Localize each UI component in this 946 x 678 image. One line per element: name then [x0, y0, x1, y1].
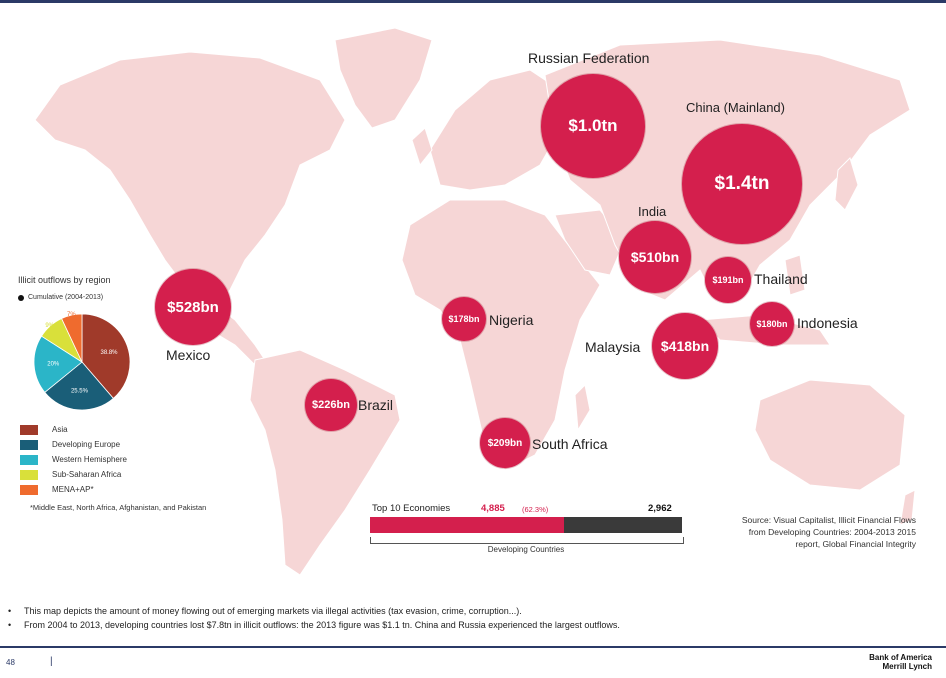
label-brazil: Brazil — [358, 397, 394, 413]
bubble-malaysia: $418bn — [652, 313, 718, 379]
brand-line2: Merrill Lynch — [882, 662, 933, 671]
pie-title: Illicit outflows by region — [18, 275, 111, 285]
pie-subtitle: Cumulative (2004-2013) — [18, 294, 103, 301]
label-malaysia: Malaysia — [585, 339, 641, 355]
land-uk — [411, 127, 433, 167]
bubble-brazil: $226bn — [305, 379, 357, 431]
bullet-text: From 2004 to 2013, developing countries … — [24, 620, 620, 630]
legend-swatch — [20, 439, 38, 450]
land-japan — [834, 157, 859, 211]
bracket — [370, 537, 684, 544]
pie-slice-label: 7% — [67, 312, 76, 318]
page-number: 48 — [6, 658, 15, 667]
label-thailand: Thailand — [754, 271, 808, 287]
label-indonesia: Indonesia — [797, 315, 858, 331]
pie-slice-label: 9% — [45, 323, 54, 329]
label-india: India — [638, 204, 667, 219]
top10-pct: (62.3%) — [522, 505, 549, 514]
legend-swatch — [20, 454, 38, 465]
label-nigeria: Nigeria — [489, 312, 534, 328]
legend-label: Asia — [52, 425, 68, 434]
land-north-america — [34, 51, 346, 306]
legend-item-sub-saharan-africa: Sub-Saharan Africa — [20, 467, 127, 482]
pie-slice-label: 38.8% — [100, 350, 118, 356]
land-new-zealand — [899, 489, 916, 526]
legend-item-mena: MENA+AP* — [20, 482, 127, 497]
bullet-item: • From 2004 to 2013, developing countries… — [8, 618, 620, 632]
bullet-item: • This map depicts the amount of money fl… — [8, 604, 620, 618]
developing-countries-label: Developing Countries — [487, 545, 565, 554]
bullet-list: • This map depicts the amount of money fl… — [8, 604, 620, 632]
rest-value: 2,962 — [648, 503, 672, 514]
pie-slice-western-hemisphere — [33, 335, 83, 393]
economies-bar-rest — [564, 517, 682, 533]
bubble-russia: $1.0tn — [541, 74, 645, 178]
pie-slice-label: 25.5% — [71, 389, 89, 395]
legend-item-western-hemisphere: Western Hemisphere — [20, 452, 127, 467]
pie-footnote: *Middle East, North Africa, Afghanistan,… — [30, 503, 207, 512]
bubble-south-africa: $209bn — [480, 418, 530, 468]
bubble-thailand: $191bn — [705, 257, 751, 303]
pie-slice-asia — [81, 313, 131, 399]
bubble-indonesia: $180bn — [750, 302, 794, 346]
pie-slice-mena-ap- — [61, 313, 83, 363]
top10-value: 4,885 — [481, 503, 505, 514]
label-china: China (Mainland) — [686, 100, 785, 115]
land-madagascar — [574, 383, 591, 432]
label-russia: Russian Federation — [528, 50, 650, 66]
bullet-icon: • — [8, 606, 12, 616]
legend-label: Western Hemisphere — [52, 455, 127, 464]
land-africa — [401, 199, 601, 471]
top10-label: Top 10 Economies — [372, 503, 451, 514]
bullet-text: This map depicts the amount of money flo… — [24, 606, 522, 616]
legend-swatch — [20, 484, 38, 495]
pie-slice-developing-europe — [44, 361, 114, 411]
label-mexico: Mexico — [166, 347, 211, 363]
pie-slice-label: 20% — [47, 362, 60, 368]
legend-label: Sub-Saharan Africa — [52, 470, 122, 479]
pie-subtitle-text: Cumulative (2004-2013) — [28, 294, 104, 301]
bubble-mexico: $528bn — [155, 269, 231, 345]
pie-legend: Asia Developing Europe Western Hemispher… — [20, 422, 127, 497]
source-note: Source: Visual Capitalist, Illicit Finan… — [741, 515, 916, 549]
land-south-america — [249, 349, 401, 576]
land-philippines — [784, 254, 806, 296]
legend-swatch — [20, 469, 38, 480]
bottom-rule — [0, 646, 946, 648]
brand-logo: Bank of America Merrill Lynch — [869, 653, 932, 671]
legend-item-asia: Asia — [20, 422, 127, 437]
legend-item-developing-europe: Developing Europe — [20, 437, 127, 452]
legend-label: Developing Europe — [52, 440, 121, 449]
region-pie-chart: 38.8% 25.5% 20% 9% 7% — [33, 312, 131, 411]
bubble-india: $510bn — [619, 221, 691, 293]
page-separator: | — [50, 656, 53, 667]
land-greenland — [334, 27, 433, 129]
legend-swatch — [20, 424, 38, 435]
top-rule — [0, 0, 946, 3]
bullet-icon: • — [8, 620, 12, 630]
brand-line1: Bank of America — [869, 653, 932, 662]
economies-bar-top10 — [370, 517, 565, 533]
legend-label: MENA+AP* — [52, 485, 94, 494]
bullet-dot-icon — [18, 294, 24, 301]
label-south-africa: South Africa — [532, 436, 608, 452]
economies-bar — [370, 517, 682, 533]
bubble-china: $1.4tn — [682, 124, 802, 244]
land-australia — [754, 379, 906, 491]
bubble-nigeria: $178bn — [442, 297, 486, 341]
